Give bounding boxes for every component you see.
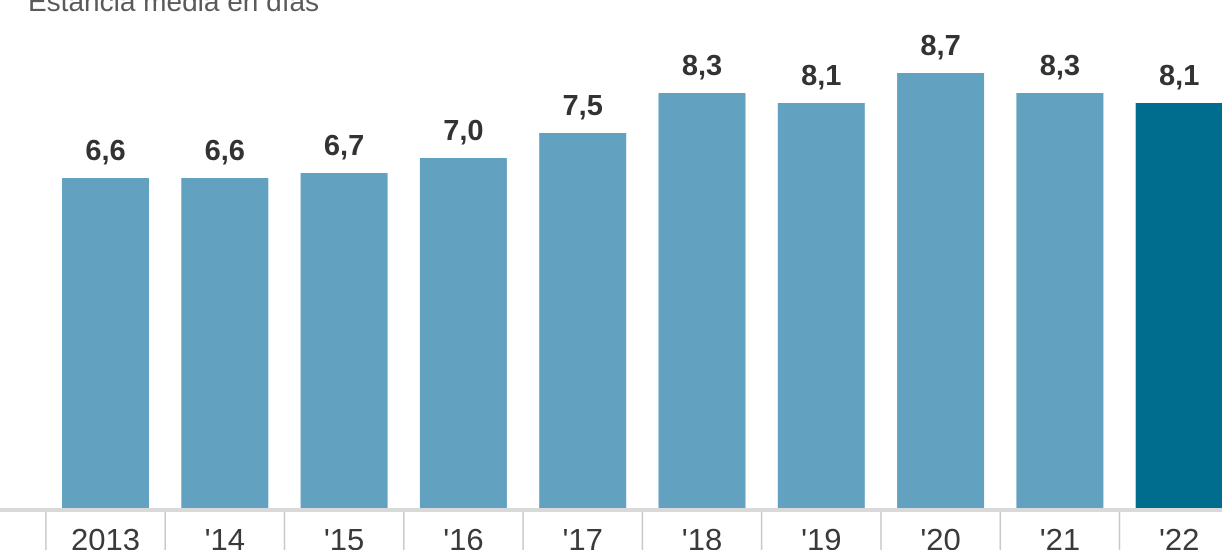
x-axis-band bbox=[0, 508, 1222, 512]
bar-9 bbox=[1135, 103, 1222, 508]
value-label-0: 6,6 bbox=[85, 135, 125, 167]
x-tick-label-0: 2013 bbox=[71, 522, 140, 550]
x-axis-separators bbox=[45, 512, 1121, 550]
bar-8 bbox=[1016, 93, 1104, 508]
bars bbox=[62, 73, 1222, 508]
x-tick-label-5: '18 bbox=[682, 522, 722, 550]
value-labels: 6,6 6,6 6,7 7,0 7,5 8,3 8,1 8,7 8,3 8,1 bbox=[85, 30, 1199, 167]
bar-6 bbox=[777, 103, 865, 508]
bar-2 bbox=[300, 173, 388, 508]
bar-5 bbox=[658, 93, 746, 508]
x-tick-labels: 2013 '14 '15 '16 '17 '18 '19 '20 '21 '22 bbox=[71, 522, 1199, 550]
x-tick-label-9: '22 bbox=[1159, 522, 1199, 550]
bar-0 bbox=[62, 178, 149, 508]
x-tick-label-4: '17 bbox=[562, 522, 602, 550]
bar-7 bbox=[897, 73, 985, 508]
bar-1 bbox=[181, 178, 269, 508]
value-label-2: 6,7 bbox=[324, 130, 364, 162]
value-label-7: 8,7 bbox=[920, 30, 960, 62]
chart-subtitle: Estancia media en días bbox=[28, 0, 320, 17]
x-tick-label-2: '15 bbox=[324, 522, 364, 550]
value-label-8: 8,3 bbox=[1040, 50, 1080, 82]
value-label-9: 8,1 bbox=[1159, 60, 1199, 92]
x-tick-label-7: '20 bbox=[920, 522, 960, 550]
x-tick-label-1: '14 bbox=[205, 522, 245, 550]
value-label-4: 7,5 bbox=[563, 90, 603, 122]
x-tick-label-8: '21 bbox=[1040, 522, 1080, 550]
x-tick-label-3: '16 bbox=[443, 522, 483, 550]
value-label-1: 6,6 bbox=[205, 135, 245, 167]
value-label-5: 8,3 bbox=[682, 50, 722, 82]
bar-4 bbox=[539, 133, 627, 508]
value-label-3: 7,0 bbox=[443, 115, 483, 147]
value-label-6: 8,1 bbox=[801, 60, 841, 92]
x-tick-label-6: '19 bbox=[801, 522, 841, 550]
bar-3 bbox=[419, 158, 507, 508]
